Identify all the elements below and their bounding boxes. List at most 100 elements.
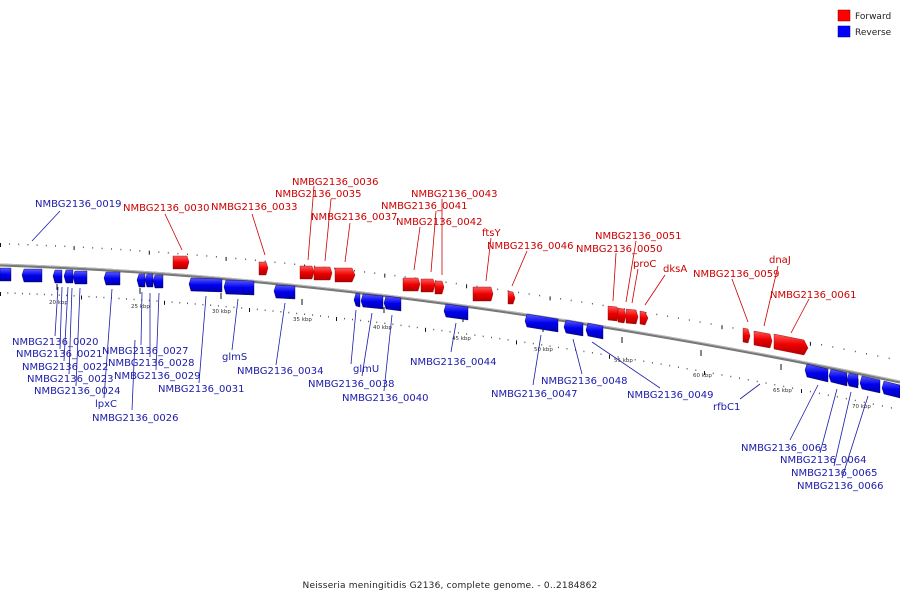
track-dot — [177, 252, 179, 255]
track-dot — [27, 244, 29, 246]
track-dot — [354, 270, 355, 272]
track-dot — [29, 293, 31, 295]
track-dot — [528, 293, 530, 295]
track-dot — [7, 292, 9, 294]
gene-label: dnaJ — [769, 255, 791, 266]
track-dot — [669, 364, 671, 367]
track-dot — [0, 243, 1, 247]
track-dot — [408, 325, 410, 328]
gene-label: NMBG2136_0041 — [381, 201, 467, 212]
kbp-label: 60 kbp — [693, 373, 712, 379]
track-dot — [656, 313, 658, 316]
track-dot — [148, 250, 150, 255]
track-dot — [344, 317, 345, 320]
gene-reverse — [585, 322, 604, 340]
gene-label: NMBG2136_0023 — [27, 374, 113, 385]
track-dot — [699, 321, 701, 323]
gene-reverse — [563, 319, 584, 337]
track-dot — [591, 303, 593, 305]
gene-reverse — [72, 270, 88, 285]
gene-label: NMBG2136_0037 — [311, 212, 397, 223]
track-dot — [374, 272, 376, 274]
kbp-label: 20 kbp — [49, 300, 68, 306]
kbp-label: 50 kbp — [534, 347, 553, 353]
track-dot — [158, 251, 160, 253]
track-dot — [171, 301, 173, 303]
track-dot — [677, 317, 679, 319]
gene-label: NMBG2136_0047 — [491, 389, 577, 400]
track-dot — [466, 284, 468, 289]
track-dot — [328, 316, 329, 318]
track-dot — [254, 259, 256, 261]
track-dot — [394, 274, 396, 277]
gene-reverse — [144, 273, 154, 288]
gene-label: NMBG2136_0027 — [102, 346, 188, 357]
track-dot — [695, 369, 697, 371]
gene-label: NMBG2136_0050 — [576, 244, 662, 255]
gene-reverse — [846, 372, 859, 389]
track-dot — [360, 319, 362, 322]
track-dots — [0, 243, 892, 409]
kbp-label: 70 kbp — [852, 404, 871, 410]
track-dot — [560, 298, 562, 300]
reverse-leaders — [31, 210, 869, 479]
track-dot — [206, 255, 208, 257]
track-dot — [634, 359, 636, 361]
gene-reverse — [63, 269, 74, 284]
gene-reverse — [881, 380, 900, 399]
track-dot — [51, 294, 53, 296]
gene-reverse — [524, 313, 559, 333]
gene-label: proC — [633, 259, 656, 270]
track-dot — [256, 308, 258, 311]
track-dot — [103, 296, 105, 299]
track-dot — [88, 295, 90, 298]
gene-forward — [258, 261, 269, 276]
track-dot — [294, 263, 296, 265]
track-dot — [783, 385, 785, 388]
track-dot — [609, 354, 610, 359]
track-dot — [156, 300, 158, 302]
track-dot — [518, 291, 520, 294]
track-dot — [202, 303, 204, 306]
gene-label: NMBG2136_0061 — [770, 290, 856, 301]
gene-reverse — [0, 267, 12, 282]
track-dot — [818, 392, 820, 395]
track-dot — [194, 303, 196, 305]
gene-forward — [402, 277, 421, 292]
track-dot — [516, 340, 517, 345]
gene-label: NMBG2136_0021 — [16, 349, 102, 360]
track-dot — [482, 335, 484, 338]
track-dot — [95, 296, 97, 298]
reverse-genes — [0, 267, 900, 399]
gene-reverse — [21, 268, 43, 283]
track-dot — [264, 260, 266, 262]
track-dot — [624, 308, 625, 310]
kbp-label: 30 kbp — [212, 309, 231, 315]
track-dot — [210, 304, 212, 306]
gene-label: lpxC — [95, 399, 117, 410]
track-dot — [179, 302, 181, 304]
kbp-label: 25 kbp — [131, 304, 150, 310]
legend-forward-swatch — [837, 9, 851, 22]
kbp-label: 45 kbp — [452, 336, 471, 342]
gene-label: NMBG2136_0048 — [541, 376, 627, 387]
track-dot — [45, 244, 47, 247]
gene-reverse — [152, 274, 164, 289]
gene-label: NMBG2136_0030 — [123, 203, 209, 214]
track-dot — [739, 377, 740, 379]
track-dot — [688, 319, 690, 321]
track-dot — [836, 396, 838, 398]
track-dot — [888, 357, 890, 360]
gene-label: NMBG2136_0036 — [292, 177, 378, 188]
track-dot — [164, 300, 165, 305]
track-dot — [651, 362, 653, 364]
gene-label: NMBG2136_0064 — [780, 455, 866, 466]
gene-reverse — [223, 279, 255, 296]
track-dot — [863, 401, 865, 404]
track-dot — [704, 371, 705, 375]
track-dot — [507, 339, 509, 341]
gene-label: NMBG2136_0063 — [741, 443, 827, 454]
track-dot — [280, 311, 282, 313]
gene-label: NMBG2136_0040 — [342, 393, 428, 404]
gene-forward — [742, 327, 751, 344]
